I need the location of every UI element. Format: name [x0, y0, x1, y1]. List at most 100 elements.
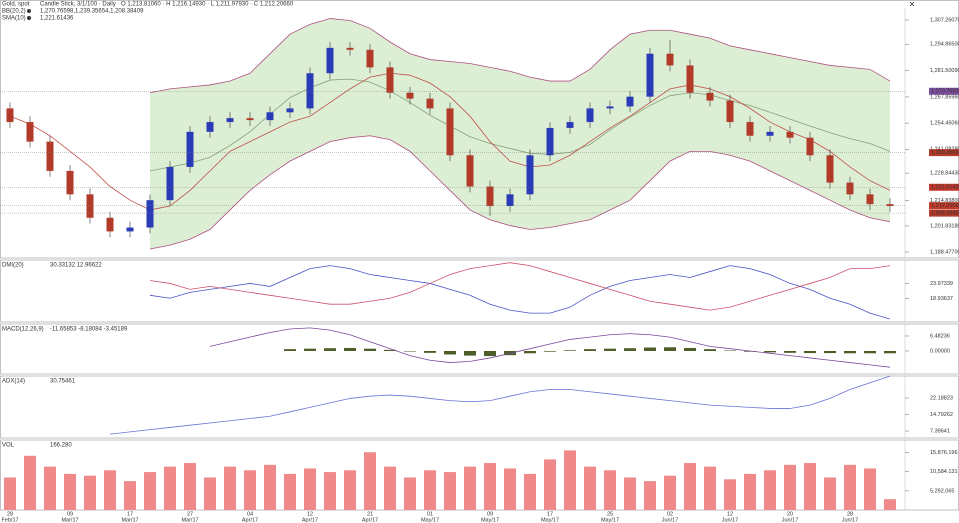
band-fill — [150, 18, 890, 250]
x-tick-day: 12 — [307, 511, 313, 517]
candle-body — [646, 53, 654, 97]
candle-body — [546, 127, 554, 156]
value-tag — [929, 149, 959, 157]
panel-readout: 30.75461 — [50, 379, 76, 385]
candle-body — [726, 100, 734, 123]
eye-icon[interactable] — [27, 9, 31, 13]
x-tick-label: Mar/17 — [121, 517, 138, 523]
x-tick-day: 28 — [847, 511, 853, 517]
candle-body — [246, 118, 254, 121]
x-tick-label: Feb/17 — [1, 517, 18, 523]
bar — [744, 473, 756, 510]
candle-body — [846, 182, 854, 195]
y-tick-label: 1,214.83800 — [930, 198, 959, 204]
bar — [484, 463, 496, 510]
candle-body — [806, 137, 814, 156]
x-tick-label: Apr/17 — [362, 517, 378, 523]
bar — [844, 350, 856, 354]
bar — [404, 477, 416, 510]
value-tag-label: 1,221.61436 — [931, 185, 959, 191]
indicator-line — [149, 262, 891, 311]
eye-icon[interactable] — [27, 16, 31, 20]
bar — [324, 472, 336, 510]
bar — [464, 466, 476, 510]
bar — [684, 463, 696, 510]
bar — [704, 466, 716, 510]
y-tick-label: 6.48236 — [930, 333, 950, 339]
bar — [644, 481, 656, 510]
bar — [424, 350, 436, 353]
bar — [304, 348, 316, 351]
bar — [444, 350, 456, 355]
candle-body — [346, 47, 354, 50]
y-tick-label: 15,876.196 — [930, 450, 958, 456]
x-tick-label: Jun/17 — [662, 517, 679, 523]
bar — [64, 473, 76, 510]
candle-body — [326, 47, 334, 74]
indicator-line — [149, 265, 891, 320]
bar — [524, 473, 536, 510]
y-tick-label: 7.39641 — [930, 428, 950, 434]
bar — [584, 349, 596, 351]
bar — [884, 350, 896, 354]
bar — [644, 347, 656, 351]
candle-body — [746, 122, 754, 136]
indicator-readout: 1,270.76598,1,239.35654,1,208.38409 — [40, 9, 144, 15]
bar — [824, 350, 836, 354]
candle-body — [586, 108, 594, 123]
candle-body — [206, 122, 214, 132]
bar — [384, 349, 396, 351]
candle-body — [446, 108, 454, 156]
bar — [364, 348, 376, 351]
x-tick-label: Jun/17 — [782, 517, 799, 523]
middle-band — [149, 78, 891, 172]
bar — [364, 452, 376, 510]
close-icon[interactable] — [909, 1, 915, 7]
y-tick-label: 1,267.85960 — [930, 94, 959, 100]
bar — [864, 350, 876, 354]
x-tick-day: 27 — [187, 511, 193, 517]
candle-body — [266, 112, 274, 121]
bar — [564, 350, 576, 351]
bar — [344, 470, 356, 510]
x-tick-day: 25 — [607, 511, 613, 517]
y-tick-label: 1,294.86500 — [930, 42, 959, 48]
bar — [344, 347, 356, 351]
y-tick-label: 1,201.83180 — [930, 223, 959, 229]
y-tick-label: 10,584.131 — [930, 469, 958, 475]
x-tick-label: May/17 — [541, 517, 559, 523]
candle-body — [526, 155, 534, 195]
y-tick-label: 23.97339 — [930, 281, 953, 287]
y-tick-label: 1,188.47700 — [930, 249, 959, 255]
candle-body — [426, 98, 434, 109]
bar — [604, 470, 616, 510]
lower-band — [149, 135, 891, 250]
x-tick-day: 04 — [247, 511, 253, 517]
y-tick-label: 22.18823 — [930, 395, 953, 401]
bar — [84, 475, 96, 510]
bar — [584, 466, 596, 510]
candle-body — [886, 204, 894, 207]
candle-body — [6, 108, 14, 123]
candle-body — [186, 131, 194, 167]
candle-body — [46, 141, 54, 171]
bar — [324, 348, 336, 351]
toolbar-icons[interactable] — [27, 1, 915, 20]
bar — [244, 470, 256, 510]
candle-body — [606, 106, 614, 109]
candle-body — [166, 166, 174, 201]
chart-subtitle: Candle Stick, 3/1/100 · Daily · O 1,213.… — [40, 2, 294, 8]
candle-body — [386, 67, 394, 93]
y-tick-label: 18.93637 — [930, 296, 953, 302]
candle-body — [466, 155, 474, 187]
candle-body — [26, 122, 34, 142]
x-tick-label: May/17 — [601, 517, 619, 523]
candle-body — [666, 53, 674, 66]
bar — [524, 350, 536, 354]
bar — [784, 464, 796, 510]
bar — [724, 350, 736, 352]
sma-line — [9, 72, 891, 211]
bar — [604, 348, 616, 351]
